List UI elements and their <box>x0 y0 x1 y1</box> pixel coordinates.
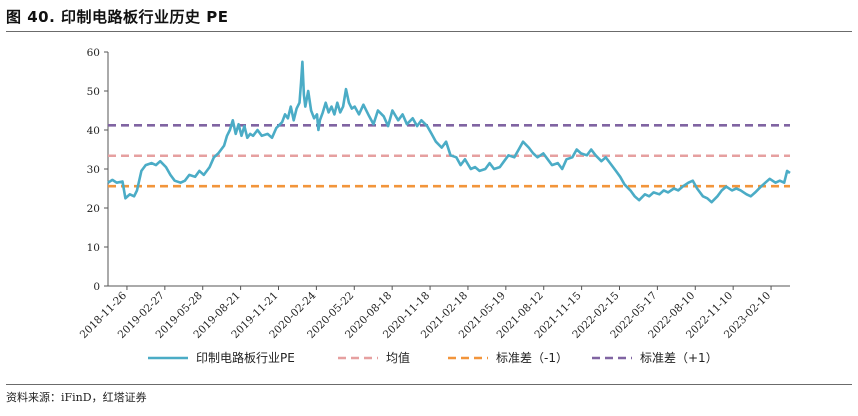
source-note: 资料来源：iFinD，红塔证券 <box>6 391 147 404</box>
pe-series-line <box>107 60 791 204</box>
y-tick-label: 20 <box>87 203 100 215</box>
y-tick-label: 50 <box>87 86 100 98</box>
legend-label: 标准差（-1） <box>496 351 568 365</box>
chart-title: 图 40. 印制电路板行业历史 PE <box>6 8 229 26</box>
y-tick-label: 10 <box>87 242 100 254</box>
axes <box>104 51 790 290</box>
pe-chart: 0 10 20 30 40 50 60 2018-11-262019-02-272019-0… <box>78 47 791 365</box>
series-lines <box>107 60 791 204</box>
legend-label: 印制电路板行业PE <box>196 350 295 365</box>
y-tick-label: 40 <box>87 125 100 137</box>
title-rule <box>6 31 852 32</box>
y-tick-label: 60 <box>87 47 100 59</box>
reference-lines <box>108 124 790 188</box>
legend-label: 均值 <box>386 350 410 365</box>
y-tick-labels: 0 10 20 30 40 50 60 <box>87 47 100 293</box>
legend: 印制电路板行业PE 均值 标准差（-1） 标准差（+1） <box>148 350 718 365</box>
legend-label: 标准差（+1） <box>640 351 718 365</box>
y-tick-label: 0 <box>93 281 100 293</box>
source-rule <box>6 384 852 385</box>
x-tick-labels: 2018-11-262019-02-272019-05-282019-08-21… <box>78 289 773 341</box>
y-tick-label: 30 <box>87 164 100 176</box>
